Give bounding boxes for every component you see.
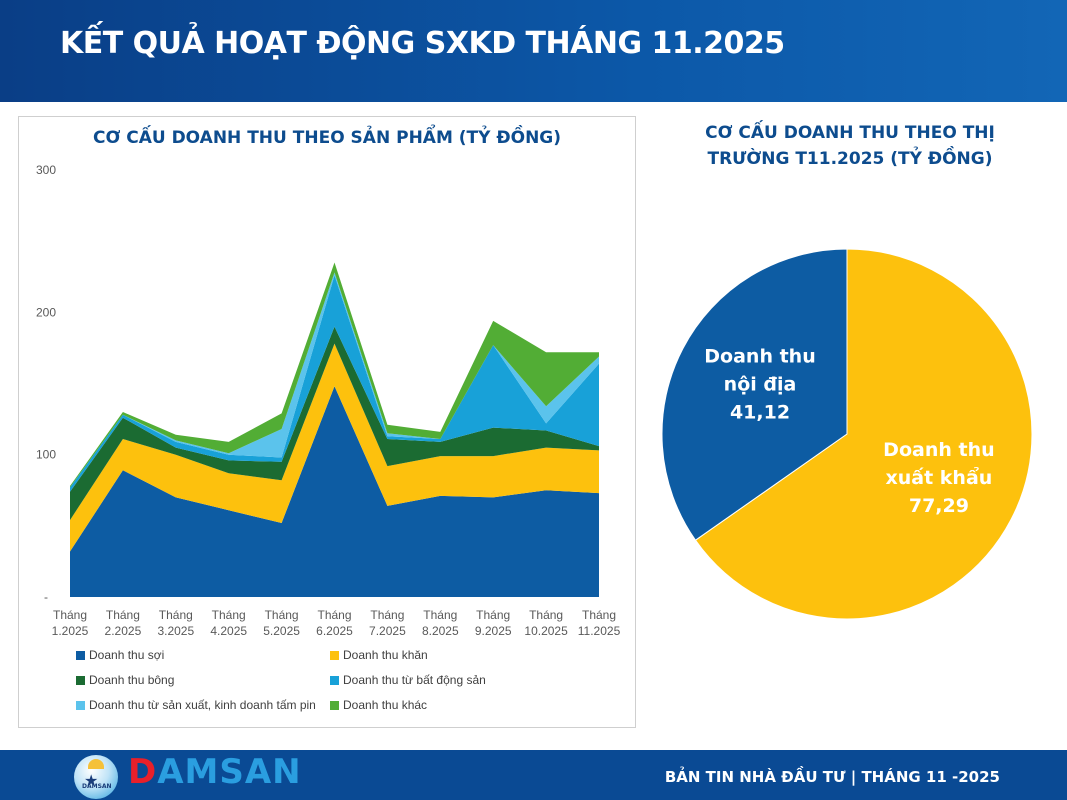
x-tick-label: Tháng <box>476 608 510 622</box>
pie-data-label: nội địa <box>724 374 797 396</box>
header-banner: KẾT QUẢ HOẠT ĐỘNG SXKD THÁNG 11.2025 <box>0 0 1067 102</box>
damsan-logo-icon: ★ DAMSAN <box>74 755 118 799</box>
legend-item: Doanh thu bông <box>76 673 174 687</box>
sun-icon <box>88 759 104 769</box>
x-tick-label: 7.2025 <box>369 624 406 638</box>
page-title: KẾT QUẢ HOẠT ĐỘNG SXKD THÁNG 11.2025 <box>60 26 785 61</box>
x-tick-label: Tháng <box>106 608 140 622</box>
pie-chart-title: CƠ CẤU DOANH THU THEO THỊ TRƯỜNG T11.202… <box>680 120 1020 172</box>
legend-swatch <box>330 700 339 710</box>
legend-swatch <box>330 650 339 660</box>
legend-item: Doanh thu sợi <box>76 648 164 662</box>
area-chart-title: CƠ CẤU DOANH THU THEO SẢN PHẨM (TỶ ĐỒNG) <box>92 128 562 148</box>
legend-label: Doanh thu sợi <box>89 648 165 662</box>
legend-item: Doanh thu từ bất động sản <box>330 673 486 687</box>
legend-item: Doanh thu khác <box>330 698 427 712</box>
legend-label: Doanh thu từ sản xuất, kinh doanh tấm pi… <box>89 698 316 712</box>
x-tick-label: Tháng <box>212 608 246 622</box>
x-tick-label: Tháng <box>582 608 616 622</box>
legend-swatch <box>76 650 85 660</box>
y-tick-label: 300 <box>36 163 56 177</box>
x-tick-label: Tháng <box>53 608 87 622</box>
pie-title-line2: TRƯỜNG T11.2025 (TỶ ĐỒNG) <box>707 149 993 169</box>
area-series-1 <box>70 386 599 597</box>
y-tick-label: 100 <box>36 448 56 462</box>
footer-bar <box>0 750 1067 800</box>
pie-data-label: 77,29 <box>909 495 969 517</box>
x-tick-label: Tháng <box>529 608 563 622</box>
x-tick-label: Tháng <box>159 608 193 622</box>
runner-icon: ★ <box>84 771 99 790</box>
x-tick-label: 4.2025 <box>210 624 247 638</box>
x-tick-label: 9.2025 <box>475 624 512 638</box>
x-tick-label: 3.2025 <box>157 624 194 638</box>
x-tick-label: 6.2025 <box>316 624 353 638</box>
legend-item: Doanh thu khăn <box>330 648 428 662</box>
x-tick-label: 8.2025 <box>422 624 459 638</box>
legend-swatch <box>76 675 85 685</box>
x-tick-label: 10.2025 <box>524 624 568 638</box>
bulletin-label: BẢN TIN NHÀ ĐẦU TƯ | THÁNG 11 -2025 <box>664 768 1000 786</box>
legend-swatch <box>330 675 339 685</box>
x-tick-label: 11.2025 <box>578 624 621 638</box>
pie-slice-1 <box>694 248 1033 620</box>
x-tick-label: Tháng <box>370 608 404 622</box>
pie-data-label: 41,12 <box>730 402 790 424</box>
pie-data-label: xuất khẩu <box>885 466 992 489</box>
brand-wordmark: DAMSAN <box>128 752 302 792</box>
y-tick-label: 200 <box>36 305 56 319</box>
area-series-2 <box>70 343 599 552</box>
pie-data-label: Doanh thu <box>883 439 994 461</box>
legend-label: Doanh thu bông <box>89 673 175 687</box>
legend-swatch <box>76 700 85 710</box>
pie-data-label: Doanh thu <box>704 346 815 368</box>
x-tick-label: Tháng <box>265 608 299 622</box>
logo-small-text: DAMSAN <box>82 783 112 790</box>
x-tick-label: Tháng <box>423 608 457 622</box>
pie-title-line1: CƠ CẤU DOANH THU THEO THỊ <box>705 123 995 143</box>
legend-item: Doanh thu từ sản xuất, kinh doanh tấm pi… <box>76 698 316 712</box>
y-tick-label: - <box>44 590 48 604</box>
pie-slice-2 <box>661 248 848 541</box>
legend-label: Doanh thu khăn <box>343 648 428 662</box>
brand-letters-rest: AMSAN <box>157 752 302 792</box>
x-tick-label: 1.2025 <box>52 624 89 638</box>
legend-label: Doanh thu từ bất động sản <box>343 673 486 687</box>
area-series-4 <box>70 275 599 492</box>
x-tick-label: Tháng <box>317 608 351 622</box>
legend-label: Doanh thu khác <box>343 698 428 712</box>
brand-letter-d: D <box>128 752 158 792</box>
x-tick-label: 5.2025 <box>263 624 300 638</box>
x-tick-label: 2.2025 <box>105 624 142 638</box>
